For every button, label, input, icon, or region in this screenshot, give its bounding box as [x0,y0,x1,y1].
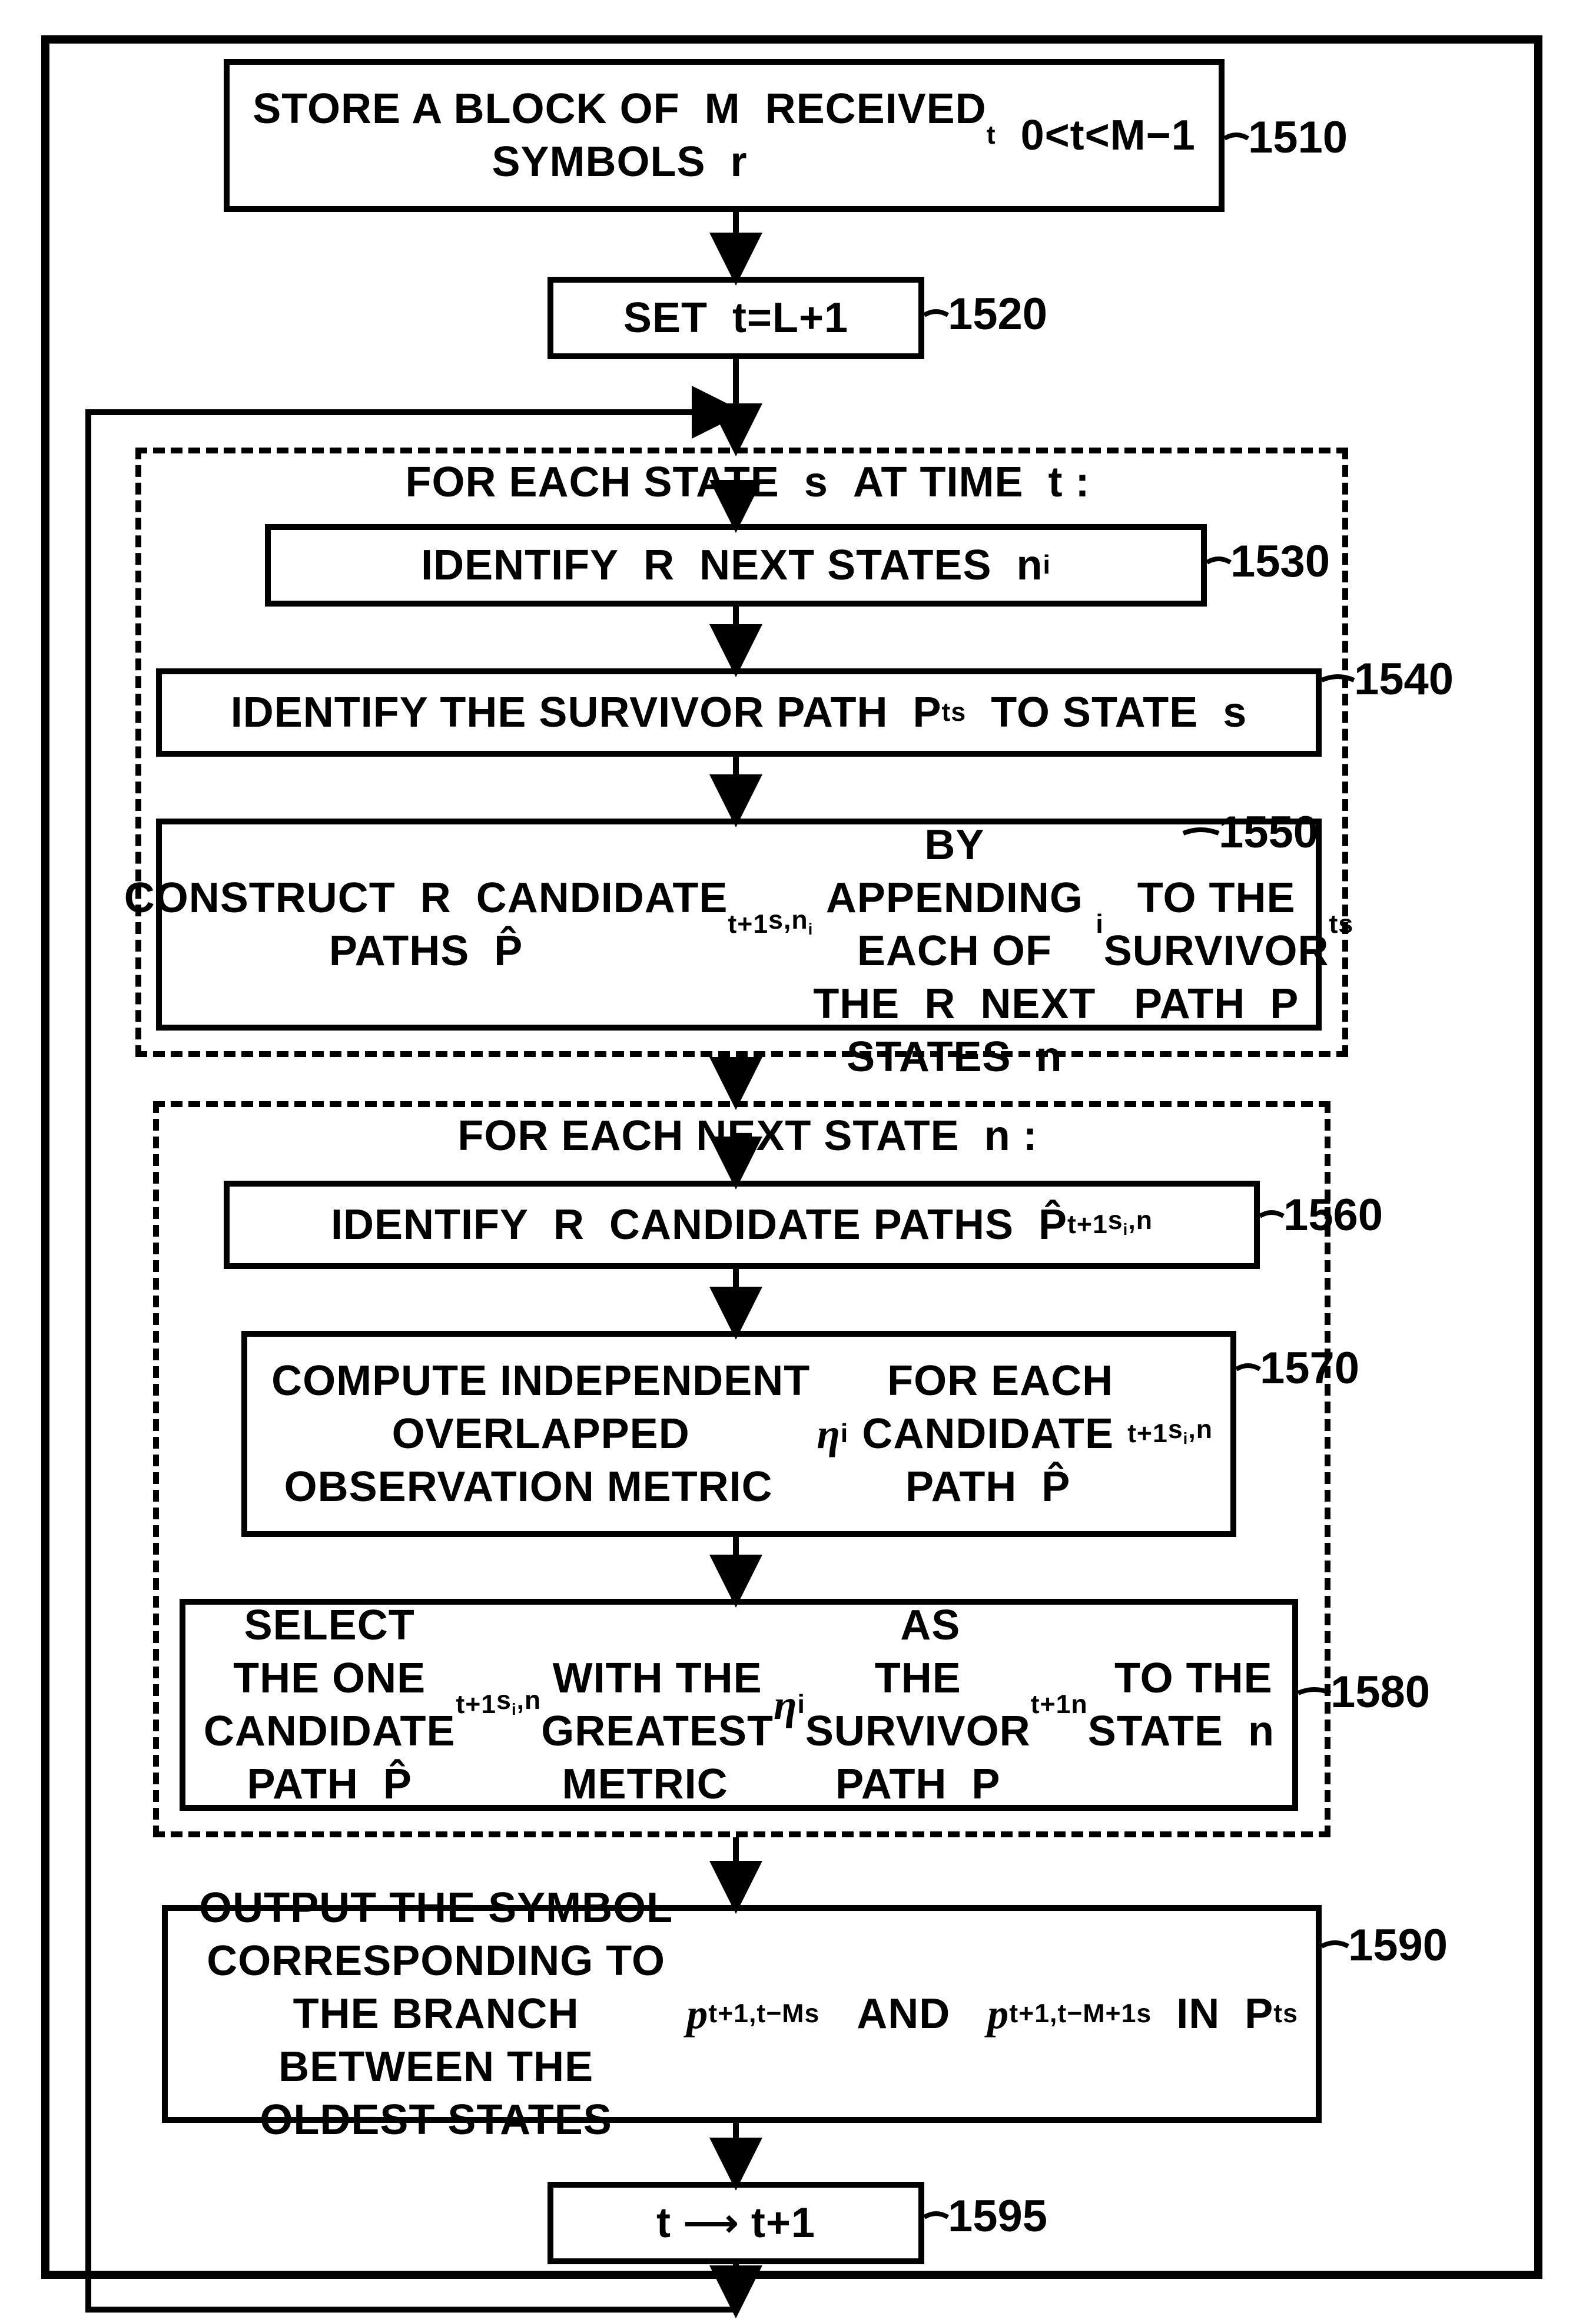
step-b1520: SET t=L+1 [548,277,924,359]
step-b1540: IDENTIFY THE SURVIVOR PATH Pts TO STATE … [156,668,1322,757]
ref-label-1590: 1590 [1348,1920,1448,1971]
ref-label-1530: 1530 [1230,536,1330,587]
ref-label-1560: 1560 [1283,1190,1383,1241]
step-b1550: CONSTRUCT R CANDIDATE PATHS P̂t+1s,niBY … [156,819,1322,1031]
ref-label-1510: 1510 [1248,112,1348,163]
ref-label-1580: 1580 [1330,1667,1430,1718]
ref-label-1550: 1550 [1219,807,1318,858]
step-b1570: COMPUTE INDEPENDENT OVERLAPPEDOBSERVATIO… [241,1331,1236,1537]
step-b1530: IDENTIFY R NEXT STATES ni [265,524,1207,607]
step-b1580: SELECT THE ONE CANDIDATE PATH P̂t+1si,nW… [180,1599,1298,1811]
step-b1590: OUTPUT THE SYMBOL CORRESPONDING TOTHE BR… [162,1905,1322,2123]
loop-header-h2: FOR EACH NEXT STATE n : [330,1112,1166,1160]
ref-label-1595: 1595 [948,2191,1047,2242]
ref-label-1520: 1520 [948,289,1047,340]
step-b1595: t ⟶ t+1 [548,2182,924,2264]
ref-label-1540: 1540 [1354,654,1454,705]
step-b1560: IDENTIFY R CANDIDATE PATHS P̂t+1si,n [224,1181,1260,1269]
ref-label-1570: 1570 [1260,1343,1359,1394]
step-b1510: STORE A BLOCK OF M RECEIVEDSYMBOLS rt 0<… [224,59,1225,212]
loop-header-h1: FOR EACH STATE s AT TIME t : [294,458,1201,506]
